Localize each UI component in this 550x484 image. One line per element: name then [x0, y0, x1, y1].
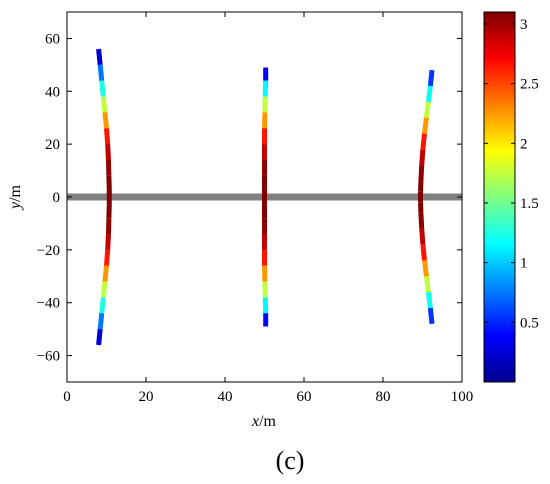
- data-segment: [100, 281, 108, 298]
- x-axis-label: x/m: [251, 413, 277, 430]
- colorbar-tick-label: 3: [520, 17, 528, 33]
- data-segment: [104, 249, 111, 266]
- y-tick-label: −40: [37, 296, 60, 312]
- data-segment: [104, 128, 111, 145]
- data-segment: [99, 80, 106, 97]
- data-segment: [427, 307, 435, 325]
- colorbar-tick-label: 2.5: [520, 77, 539, 93]
- x-tick-label: 60: [297, 389, 312, 405]
- data-segment: [102, 112, 109, 129]
- y-tick-label: 60: [45, 31, 60, 47]
- y-axis-unit: /m: [7, 184, 24, 201]
- data-segment: [425, 85, 433, 103]
- y-tick-label: 40: [45, 84, 60, 100]
- y-tick-label: −20: [37, 243, 60, 259]
- series-1: [96, 48, 112, 346]
- data-segment: [423, 275, 431, 293]
- data-segment: [96, 48, 103, 66]
- colorbar-tick-label: 0.5: [520, 315, 539, 331]
- panel-label: (c): [276, 446, 305, 475]
- data-segment: [418, 212, 425, 229]
- colorbar: 0.5 1 1.5 2 2.5 3: [483, 11, 539, 383]
- colorbar-tick-label: 2: [520, 136, 528, 152]
- data-segment: [105, 233, 111, 250]
- x-tick-label: 80: [376, 389, 391, 405]
- y-axis-label: y/m: [7, 184, 24, 211]
- x-tick-label: 20: [139, 389, 154, 405]
- colorbar-ticks: 0.5 1 1.5 2 2.5 3: [484, 17, 539, 331]
- data-marks-layer: [96, 48, 435, 346]
- data-segment: [420, 133, 427, 150]
- x-axis-variable: x: [251, 413, 259, 430]
- data-segment: [427, 69, 435, 87]
- data-segment: [97, 313, 105, 330]
- data-segment: [99, 297, 106, 314]
- series-3: [418, 69, 435, 325]
- colorbar-tick-label: 1.5: [520, 196, 539, 212]
- data-segment: [100, 96, 108, 113]
- data-segment: [421, 260, 429, 277]
- data-segment: [419, 228, 426, 245]
- colorbar-tick-label: 1: [520, 256, 528, 272]
- plot-area: 0 20 40 60 80 100 −60 −40 −20 0 20 40 60: [37, 11, 473, 405]
- data-segment: [423, 101, 431, 119]
- data-segment: [105, 144, 111, 161]
- data-segment: [418, 165, 425, 182]
- y-tick-label: 0: [53, 190, 61, 206]
- x-axis-ticks: 0 20 40 60 80 100: [63, 12, 473, 405]
- colorbar-gradient: [483, 11, 516, 383]
- data-segment: [102, 265, 109, 282]
- data-segment: [97, 64, 105, 81]
- data-segment: [420, 244, 427, 261]
- y-tick-label: 20: [45, 137, 60, 153]
- series-2: [262, 67, 269, 327]
- y-tick-label: −60: [37, 349, 60, 365]
- x-axis-unit: /m: [259, 413, 276, 430]
- data-segment: [419, 149, 426, 166]
- y-axis-variable: y: [7, 201, 24, 211]
- x-tick-label: 40: [218, 389, 233, 405]
- x-tick-label: 0: [63, 389, 71, 405]
- y-axis-ticks: −60 −40 −20 0 20 40 60: [37, 31, 462, 365]
- data-segment: [425, 291, 433, 309]
- data-segment: [421, 117, 429, 134]
- x-tick-label: 100: [451, 389, 474, 405]
- data-segment: [96, 328, 103, 346]
